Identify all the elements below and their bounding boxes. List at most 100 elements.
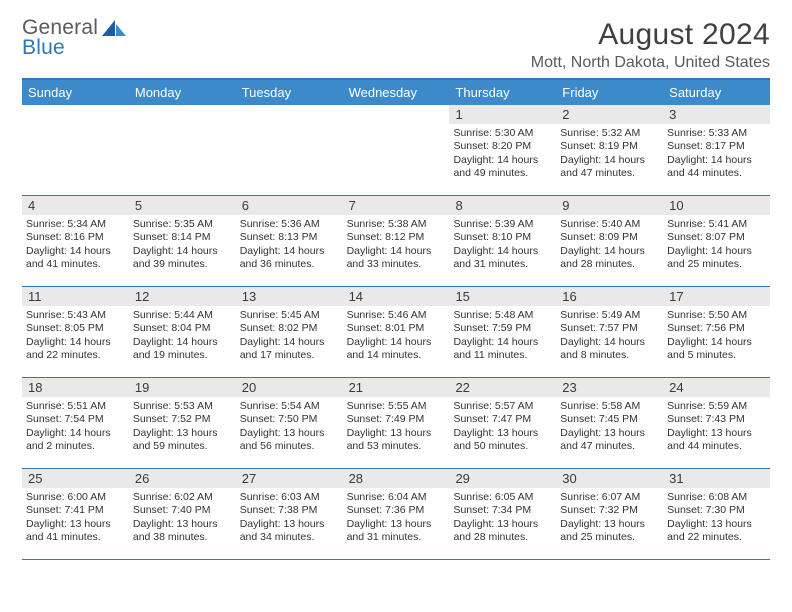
day-detail-sunset: Sunset: 8:17 PM [667, 140, 766, 153]
day-detail-daylight2: and 41 minutes. [26, 258, 125, 271]
day-detail-sunrise: Sunrise: 5:59 AM [667, 400, 766, 413]
day-number: 29 [455, 471, 550, 486]
day-detail-sunset: Sunset: 8:12 PM [347, 231, 446, 244]
day-detail-sunrise: Sunrise: 5:54 AM [240, 400, 339, 413]
day-number-bar: 1 [449, 105, 556, 124]
day-number-bar: 16 [556, 287, 663, 306]
day-cell: 6Sunrise: 5:36 AMSunset: 8:13 PMDaylight… [236, 196, 343, 286]
day-detail-daylight1: Daylight: 14 hours [667, 154, 766, 167]
day-detail-daylight2: and 11 minutes. [453, 349, 552, 362]
day-detail-sunset: Sunset: 7:56 PM [667, 322, 766, 335]
day-detail-sunrise: Sunrise: 5:34 AM [26, 218, 125, 231]
day-detail-daylight2: and 36 minutes. [240, 258, 339, 271]
brand-line1: General [22, 18, 98, 38]
day-number-bar: 22 [449, 378, 556, 397]
day-detail-daylight1: Daylight: 14 hours [667, 336, 766, 349]
day-detail-daylight1: Daylight: 13 hours [560, 427, 659, 440]
day-detail-sunset: Sunset: 7:45 PM [560, 413, 659, 426]
day-number: 31 [669, 471, 764, 486]
day-detail-daylight2: and 59 minutes. [133, 440, 232, 453]
brand-logo: General Blue [22, 18, 128, 58]
day-detail-daylight1: Daylight: 14 hours [26, 336, 125, 349]
day-detail-sunrise: Sunrise: 5:41 AM [667, 218, 766, 231]
day-detail-daylight2: and 19 minutes. [133, 349, 232, 362]
day-detail-sunset: Sunset: 7:59 PM [453, 322, 552, 335]
day-detail-sunset: Sunset: 8:07 PM [667, 231, 766, 244]
day-number-bar: 20 [236, 378, 343, 397]
topbar: General Blue August 2024 Mott, North Dak… [22, 18, 770, 72]
day-detail-sunset: Sunset: 8:14 PM [133, 231, 232, 244]
day-number-bar: 30 [556, 469, 663, 488]
day-detail-sunset: Sunset: 7:57 PM [560, 322, 659, 335]
day-cell: 25Sunrise: 6:00 AMSunset: 7:41 PMDayligh… [22, 469, 129, 559]
day-detail-sunrise: Sunrise: 5:38 AM [347, 218, 446, 231]
day-detail-daylight2: and 47 minutes. [560, 440, 659, 453]
day-number: 5 [135, 198, 230, 213]
day-number-bar: 27 [236, 469, 343, 488]
day-detail-daylight1: Daylight: 14 hours [453, 154, 552, 167]
day-number: 26 [135, 471, 230, 486]
day-detail-sunset: Sunset: 8:13 PM [240, 231, 339, 244]
day-detail-daylight1: Daylight: 13 hours [133, 427, 232, 440]
day-detail-daylight2: and 49 minutes. [453, 167, 552, 180]
day-detail-sunrise: Sunrise: 6:02 AM [133, 491, 232, 504]
day-number: 18 [28, 380, 123, 395]
day-detail-sunrise: Sunrise: 5:39 AM [453, 218, 552, 231]
day-detail-sunrise: Sunrise: 5:51 AM [26, 400, 125, 413]
day-number-bar: 3 [663, 105, 770, 124]
day-detail-sunset: Sunset: 8:01 PM [347, 322, 446, 335]
day-number-bar: 2 [556, 105, 663, 124]
day-detail-sunset: Sunset: 7:38 PM [240, 504, 339, 517]
day-number-bar: 25 [22, 469, 129, 488]
day-number: 30 [562, 471, 657, 486]
day-number-bar: 19 [129, 378, 236, 397]
day-number: 28 [349, 471, 444, 486]
day-detail-daylight2: and 28 minutes. [560, 258, 659, 271]
day-detail-sunrise: Sunrise: 6:04 AM [347, 491, 446, 504]
day-detail-daylight1: Daylight: 13 hours [667, 518, 766, 531]
day-detail-daylight2: and 25 minutes. [667, 258, 766, 271]
day-detail-sunrise: Sunrise: 5:35 AM [133, 218, 232, 231]
location-subtitle: Mott, North Dakota, United States [531, 54, 770, 72]
day-detail-daylight1: Daylight: 14 hours [26, 245, 125, 258]
day-detail-sunrise: Sunrise: 5:55 AM [347, 400, 446, 413]
day-detail-daylight1: Daylight: 13 hours [26, 518, 125, 531]
day-number: 24 [669, 380, 764, 395]
week-row: 18Sunrise: 5:51 AMSunset: 7:54 PMDayligh… [22, 378, 770, 469]
day-detail-daylight1: Daylight: 13 hours [347, 427, 446, 440]
day-cell: 31Sunrise: 6:08 AMSunset: 7:30 PMDayligh… [663, 469, 770, 559]
day-detail-daylight1: Daylight: 14 hours [453, 245, 552, 258]
day-number: 19 [135, 380, 230, 395]
brand-line2: Blue [22, 38, 98, 58]
week-row: 11Sunrise: 5:43 AMSunset: 8:05 PMDayligh… [22, 287, 770, 378]
day-detail-daylight1: Daylight: 14 hours [133, 245, 232, 258]
day-detail-sunrise: Sunrise: 5:33 AM [667, 127, 766, 140]
sail-icon [102, 18, 128, 40]
day-number: 16 [562, 289, 657, 304]
day-number: 15 [455, 289, 550, 304]
calendar-page: General Blue August 2024 Mott, North Dak… [0, 0, 792, 570]
day-detail-daylight2: and 25 minutes. [560, 531, 659, 544]
day-number-bar: 14 [343, 287, 450, 306]
day-detail-daylight2: and 22 minutes. [667, 531, 766, 544]
day-detail-sunset: Sunset: 8:04 PM [133, 322, 232, 335]
day-detail-sunrise: Sunrise: 5:44 AM [133, 309, 232, 322]
day-number: 22 [455, 380, 550, 395]
day-number-bar: 12 [129, 287, 236, 306]
day-detail-daylight1: Daylight: 13 hours [560, 518, 659, 531]
day-number: 14 [349, 289, 444, 304]
day-detail-sunset: Sunset: 8:02 PM [240, 322, 339, 335]
day-number-bar: 31 [663, 469, 770, 488]
day-detail-sunset: Sunset: 8:20 PM [453, 140, 552, 153]
day-detail-sunrise: Sunrise: 5:50 AM [667, 309, 766, 322]
day-detail-sunset: Sunset: 7:49 PM [347, 413, 446, 426]
day-cell: 4Sunrise: 5:34 AMSunset: 8:16 PMDaylight… [22, 196, 129, 286]
week-row: 4Sunrise: 5:34 AMSunset: 8:16 PMDaylight… [22, 196, 770, 287]
day-detail-sunset: Sunset: 7:40 PM [133, 504, 232, 517]
day-detail-sunrise: Sunrise: 5:32 AM [560, 127, 659, 140]
day-number: 27 [242, 471, 337, 486]
day-detail-daylight1: Daylight: 14 hours [453, 336, 552, 349]
day-detail-sunset: Sunset: 8:19 PM [560, 140, 659, 153]
day-cell: 18Sunrise: 5:51 AMSunset: 7:54 PMDayligh… [22, 378, 129, 468]
day-detail-sunset: Sunset: 7:34 PM [453, 504, 552, 517]
